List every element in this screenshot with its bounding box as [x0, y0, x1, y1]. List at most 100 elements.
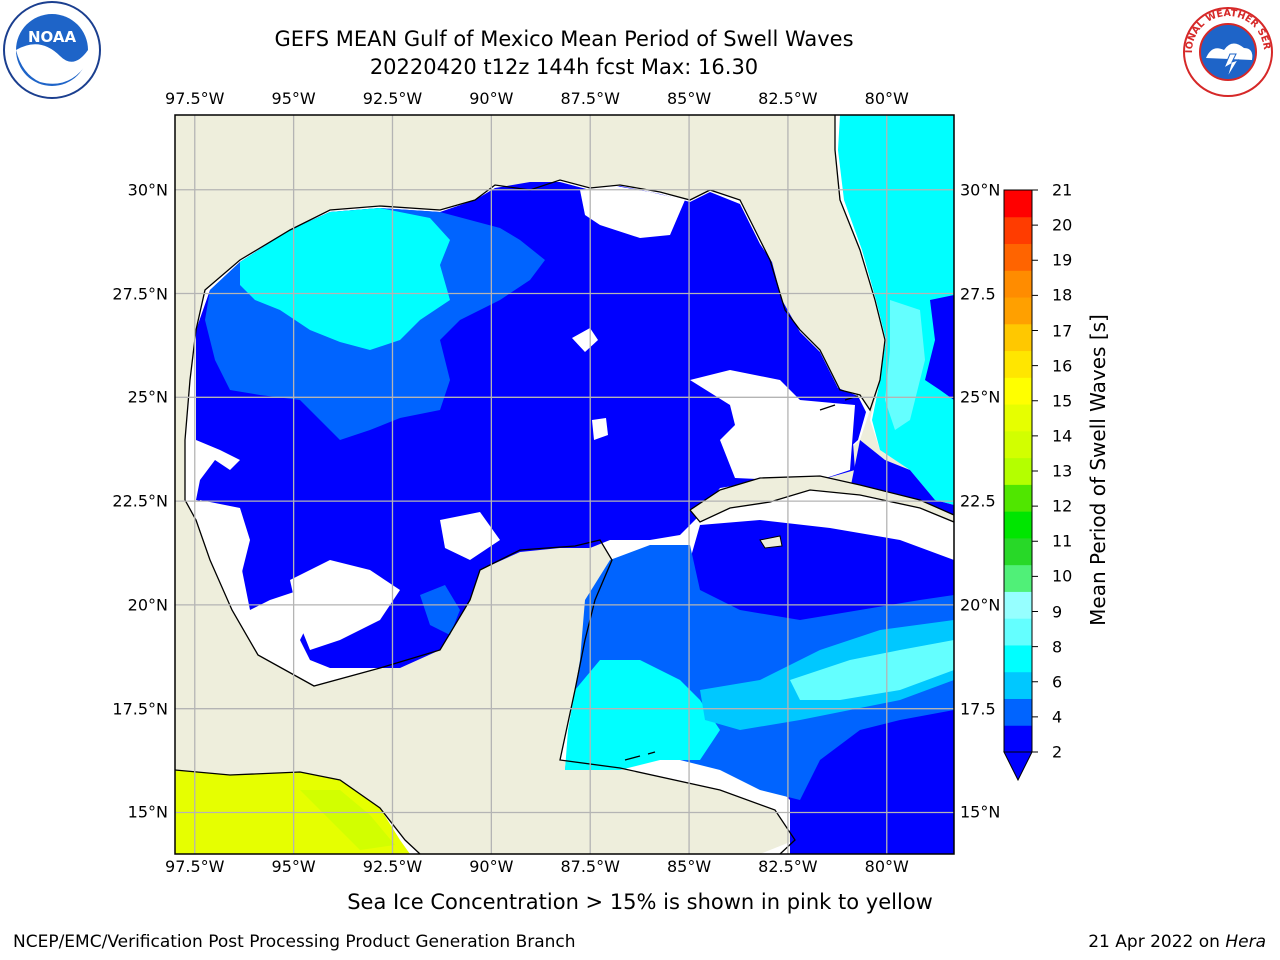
footer-date-text: 21 Apr 2022 on [1088, 932, 1226, 952]
colorbar-extend-triangle [1003, 751, 1033, 782]
lon-label-top: 90°W [469, 89, 514, 108]
colorbar [1003, 189, 1038, 782]
gulf-cyan [240, 208, 450, 350]
colorbar-segment [1004, 404, 1032, 432]
svg-text:NOAA: NOAA [28, 28, 77, 46]
colorbar-segment [1004, 216, 1032, 245]
colorbar-tick-label: 14 [1052, 426, 1073, 446]
colorbar-segment [1004, 297, 1032, 325]
lon-label-top: 80°W [864, 89, 909, 108]
colorbar-tick-label: 13 [1052, 461, 1073, 481]
colorbar-tick-label: 15 [1052, 391, 1073, 411]
lat-label-right: 17.5 [960, 699, 996, 719]
colorbar-segment [1004, 457, 1032, 485]
colorbar-tick-label: 2 [1052, 742, 1063, 762]
colorbar-tick-label: 21 [1052, 180, 1073, 200]
map-graticule [175, 115, 954, 854]
caribbean-light-band [790, 640, 954, 700]
sea-ice-note: Sea Ice Concentration > 15% is shown in … [347, 890, 933, 914]
lon-label-bottom: 92.5°W [362, 857, 423, 876]
colorbar-tick-label: 9 [1052, 602, 1063, 621]
lat-label-right: 15°N [960, 802, 1001, 822]
lat-label-left: 30°N [127, 180, 168, 200]
colorbar-tick-label: 12 [1052, 496, 1073, 516]
colorbar-tick-label: 4 [1052, 707, 1063, 727]
colorbar-tick-label: 18 [1052, 285, 1073, 305]
gulf-nodata-ne [580, 185, 685, 238]
lat-label-left: 25°N [127, 387, 168, 407]
honduras-islands [624, 751, 656, 761]
colorbar-segment [1004, 243, 1032, 271]
colorbar-segment [1004, 644, 1032, 673]
lon-label-top: 97.5°W [165, 89, 225, 108]
colorbar-segment [1004, 618, 1032, 646]
lon-label-bottom: 85°W [666, 857, 712, 876]
colorbar-segment [1004, 671, 1032, 699]
lon-label-bottom: 90°W [469, 857, 514, 876]
colorbar-tick-label: 8 [1052, 637, 1063, 657]
colorbar-segment [1004, 698, 1032, 726]
pacific-green-patch [300, 790, 395, 850]
footer-system: Hera [1225, 932, 1266, 952]
lon-label-bottom: 82.5°W [758, 857, 818, 876]
atlantic-blue-strip [925, 295, 954, 400]
colorbar-segment [1004, 484, 1032, 512]
colorbar-segment [1004, 350, 1032, 378]
colorbar-tick-label: 6 [1052, 672, 1063, 692]
lon-label-bottom: 97.5°W [165, 857, 225, 876]
lat-label-left: 15°N [127, 802, 168, 822]
lat-label-right: 30°N [960, 180, 1001, 200]
gulf-medium-blue-patch [420, 585, 460, 635]
lon-label-top: 95°W [271, 89, 316, 108]
lon-label-top: 87.5°W [560, 89, 620, 108]
lon-label-top: 92.5°W [362, 89, 423, 108]
colorbar-segment [1004, 511, 1032, 539]
island-small [759, 535, 783, 549]
colorbar-tick-label: 16 [1052, 356, 1073, 376]
footer-producer: NCEP/EMC/Verification Post Processing Pr… [13, 932, 576, 952]
gulf-nodata-dot1 [572, 328, 598, 352]
colorbar-segment [1004, 430, 1032, 459]
colorbar-tick-label: 10 [1052, 566, 1073, 586]
nws-logo: NATIONAL WEATHER SERVICE [1178, 0, 1273, 97]
colorbar-segment [1004, 323, 1032, 352]
cuba [689, 475, 954, 523]
lat-label-left: 20°N [127, 595, 168, 615]
lat-label-right: 22.5 [960, 491, 996, 511]
noaa-logo: NOAA [3, 1, 101, 99]
map-frame [174, 114, 955, 855]
lon-label-bottom: 95°W [271, 857, 316, 876]
colorbar-segment [1004, 377, 1032, 405]
gulf-nodata-w [200, 500, 250, 612]
lat-label-left: 22.5°N [112, 491, 168, 511]
colorbar-segment [1004, 537, 1032, 566]
colorbar-segment [1004, 591, 1032, 619]
lat-label-right: 20°N [960, 595, 1001, 615]
colorbar-tick-label: 19 [1052, 250, 1073, 270]
colorbar-tick-label: 20 [1052, 215, 1073, 235]
lon-label-top: 82.5°W [758, 89, 818, 108]
colorbar-label: Mean Period of Swell Waves [s] [1086, 314, 1110, 626]
atlantic-blue-south [850, 440, 954, 520]
gulf-nodata-center [440, 512, 500, 560]
lat-label-left: 27.5°N [112, 284, 168, 304]
lon-label-top: 85°W [666, 89, 712, 108]
colorbar-segment [1004, 270, 1032, 298]
footer-date: 21 Apr 2022 on Hera [1088, 932, 1266, 952]
colorbar-tick-label: 11 [1052, 531, 1073, 551]
caribbean-cyan-west [565, 660, 720, 770]
colorbar-segment [1004, 564, 1032, 592]
colorbar-segment [1004, 725, 1032, 753]
map-subtitle: 20220420 t12z 144h fcst Max: 16.30 [369, 55, 759, 79]
map-title: GEFS MEAN Gulf of Mexico Mean Period of … [274, 27, 854, 51]
lon-label-bottom: 80°W [864, 857, 909, 876]
gulf-nodata-dot2 [592, 418, 608, 440]
colorbar-tick-label: 17 [1052, 321, 1073, 340]
lat-label-left: 17.5°N [112, 699, 168, 719]
colorbar-segment [1004, 190, 1032, 218]
lon-label-bottom: 87.5°W [560, 857, 620, 876]
coastline-gulf [175, 115, 886, 854]
lat-label-right: 27.5 [960, 284, 996, 304]
lat-label-right: 25°N [960, 387, 1001, 407]
